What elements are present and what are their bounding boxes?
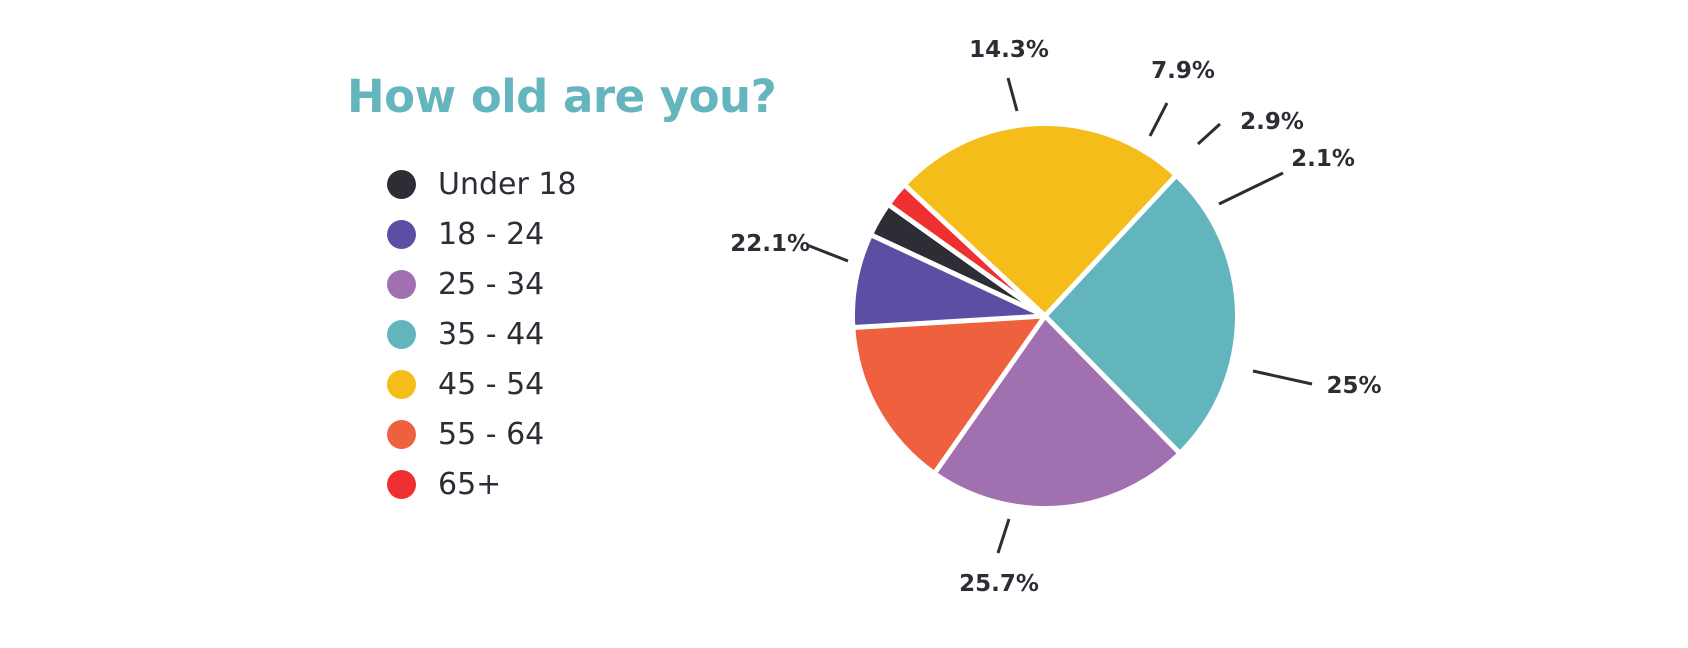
legend-label: 55 - 64 — [438, 416, 545, 452]
chart-title: How old are you? — [347, 70, 777, 123]
data-label: 2.1% — [1291, 146, 1355, 172]
legend-swatch — [387, 369, 416, 399]
slice-separator — [931, 314, 1048, 477]
legend-swatch — [387, 219, 416, 249]
data-label: 25.7% — [959, 571, 1039, 597]
data-label: 7.9% — [1151, 58, 1215, 84]
legend-item-55-64: 55 - 64 — [387, 409, 577, 459]
pie-slice — [855, 235, 1045, 328]
legend-item-45-54: 45 - 54 — [387, 359, 577, 409]
legend-swatch — [387, 319, 416, 349]
slice-separator — [868, 231, 1047, 319]
legend-label: 35 - 44 — [438, 316, 545, 352]
leader-line — [1218, 171, 1284, 206]
data-label: 22.1% — [730, 231, 810, 257]
legend-item-65-plus: 65+ — [387, 459, 577, 509]
legend-swatch — [387, 419, 416, 449]
legend-label: 45 - 54 — [438, 366, 545, 402]
pie-slice — [1045, 177, 1236, 452]
leader-line — [1252, 369, 1313, 386]
pie-slice — [890, 186, 1045, 316]
leader-line — [1006, 77, 1019, 112]
legend: Under 18 18 - 24 25 - 34 35 - 44 45 - 54… — [387, 159, 577, 509]
slice-separator — [901, 181, 1047, 318]
pie-slice — [935, 316, 1179, 507]
legend-label: 25 - 34 — [438, 266, 545, 302]
legend-label: 18 - 24 — [438, 216, 545, 252]
leader-line — [806, 243, 849, 263]
legend-swatch — [387, 169, 416, 199]
leader-line — [1196, 122, 1222, 146]
pie-slice — [906, 125, 1175, 316]
leader-line — [996, 518, 1011, 554]
slice-separator — [851, 313, 1046, 331]
data-label: 2.9% — [1240, 109, 1304, 135]
pie-slice — [855, 316, 1045, 472]
legend-label: 65+ — [438, 466, 502, 502]
legend-item-35-44: 35 - 44 — [387, 309, 577, 359]
legend-item-under-18: Under 18 — [387, 159, 577, 209]
legend-swatch — [387, 269, 416, 299]
data-label: 14.3% — [969, 37, 1049, 63]
data-label: 25% — [1326, 373, 1381, 399]
legend-item-25-34: 25 - 34 — [387, 259, 577, 309]
slice-separator — [1043, 314, 1183, 457]
slice-separator — [885, 201, 1047, 319]
slice-separator — [1043, 172, 1180, 318]
leader-line — [1148, 102, 1169, 137]
legend-item-18-24: 18 - 24 — [387, 209, 577, 259]
pie-slice — [872, 205, 1045, 316]
legend-swatch — [387, 469, 416, 499]
legend-label: Under 18 — [438, 166, 577, 202]
